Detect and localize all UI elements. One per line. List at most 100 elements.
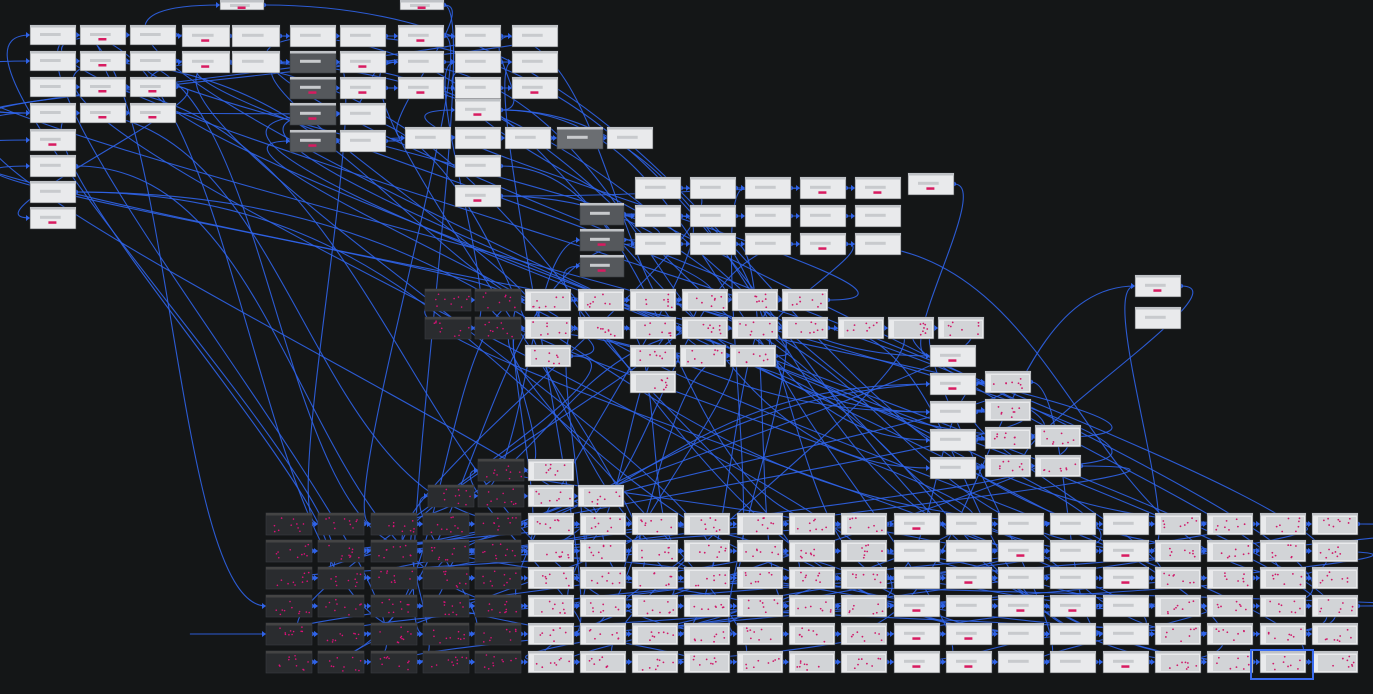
screen-frame[interactable]: [945, 512, 993, 536]
screen-frame[interactable]: [937, 316, 985, 340]
screen-frame[interactable]: [729, 344, 777, 368]
screen-frame[interactable]: [79, 76, 127, 98]
screen-frame[interactable]: [1311, 650, 1359, 674]
screen-frame[interactable]: [731, 316, 779, 340]
screen-frame[interactable]: [511, 76, 559, 100]
screen-frame[interactable]: [477, 458, 525, 482]
screen-frame[interactable]: [788, 622, 836, 646]
screen-frame[interactable]: [1311, 594, 1359, 618]
screen-frame[interactable]: [579, 539, 627, 563]
screen-frame[interactable]: [945, 566, 993, 590]
screen-frame[interactable]: [731, 288, 779, 312]
screen-frame[interactable]: [1206, 594, 1254, 618]
screen-frame[interactable]: [1259, 512, 1307, 536]
screen-frame[interactable]: [29, 24, 77, 46]
screen-frame[interactable]: [893, 594, 941, 618]
screen-frame[interactable]: [1154, 566, 1202, 590]
screen-frame[interactable]: [422, 594, 470, 618]
screen-frame[interactable]: [422, 539, 470, 563]
screen-frame[interactable]: [854, 232, 902, 256]
screen-frame[interactable]: [579, 594, 627, 618]
screen-frame[interactable]: [1259, 594, 1307, 618]
screen-frame[interactable]: [424, 316, 472, 340]
screen-frame[interactable]: [289, 76, 337, 100]
screen-frame[interactable]: [629, 288, 677, 312]
screen-frame[interactable]: [854, 176, 902, 200]
screen-frame[interactable]: [788, 594, 836, 618]
screen-frame[interactable]: [799, 204, 847, 228]
screen-frame[interactable]: [997, 622, 1045, 646]
screen-frame[interactable]: [1049, 539, 1097, 563]
screen-frame[interactable]: [370, 650, 418, 674]
screen-frame[interactable]: [781, 288, 829, 312]
screen-frame[interactable]: [265, 594, 313, 618]
screen-frame[interactable]: [736, 650, 784, 674]
screen-frame[interactable]: [840, 594, 888, 618]
screen-frame[interactable]: [744, 176, 792, 200]
screen-frame[interactable]: [427, 484, 475, 508]
screen-frame[interactable]: [370, 566, 418, 590]
screen-frame[interactable]: [474, 512, 522, 536]
screen-frame[interactable]: [29, 128, 77, 152]
screen-frame[interactable]: [1206, 566, 1254, 590]
screen-frame[interactable]: [744, 204, 792, 228]
screen-frame[interactable]: [504, 126, 552, 150]
screen-frame[interactable]: [317, 539, 365, 563]
screen-frame[interactable]: [788, 512, 836, 536]
screen-frame[interactable]: [577, 288, 625, 312]
screen-frame[interactable]: [1102, 650, 1150, 674]
screen-frame[interactable]: [289, 102, 337, 126]
screen-frame[interactable]: [887, 316, 935, 340]
screen-frame[interactable]: [129, 24, 177, 46]
screen-frame[interactable]: [984, 454, 1032, 478]
screen-frame[interactable]: [997, 650, 1045, 674]
screen-frame[interactable]: [579, 650, 627, 674]
screen-frame[interactable]: [29, 154, 77, 178]
screen-frame[interactable]: [511, 24, 559, 48]
screen-frame[interactable]: [929, 344, 977, 368]
screen-frame[interactable]: [997, 594, 1045, 618]
screen-frame[interactable]: [265, 650, 313, 674]
screen-frame[interactable]: [527, 650, 575, 674]
screen-frame[interactable]: [1102, 566, 1150, 590]
screen-frame[interactable]: [577, 484, 625, 508]
screen-frame[interactable]: [683, 539, 731, 563]
screen-frame[interactable]: [736, 622, 784, 646]
screen-frame[interactable]: [1311, 512, 1359, 536]
screen-frame[interactable]: [1049, 512, 1097, 536]
screen-frame[interactable]: [317, 622, 365, 646]
screen-frame[interactable]: [1259, 622, 1307, 646]
screen-frame[interactable]: [683, 650, 731, 674]
screen-frame[interactable]: [527, 622, 575, 646]
screen-frame[interactable]: [634, 176, 682, 200]
screen-frame[interactable]: [339, 129, 387, 153]
screen-frame[interactable]: [840, 622, 888, 646]
screen-frame[interactable]: [527, 594, 575, 618]
screen-frame[interactable]: [474, 316, 522, 340]
screen-frame[interactable]: [265, 512, 313, 536]
screen-frame[interactable]: [454, 126, 502, 150]
screen-frame[interactable]: [945, 539, 993, 563]
screen-frame[interactable]: [1154, 622, 1202, 646]
screen-frame[interactable]: [579, 512, 627, 536]
screen-frame[interactable]: [907, 172, 955, 196]
screen-frame[interactable]: [29, 102, 77, 124]
screen-frame[interactable]: [629, 316, 677, 340]
screen-frame[interactable]: [945, 650, 993, 674]
screen-frame[interactable]: [1049, 566, 1097, 590]
screen-frame[interactable]: [984, 370, 1032, 394]
screen-frame[interactable]: [1049, 650, 1097, 674]
screen-frame[interactable]: [231, 24, 281, 48]
screen-frame[interactable]: [317, 650, 365, 674]
screen-frame[interactable]: [265, 539, 313, 563]
screen-frame[interactable]: [788, 539, 836, 563]
screen-frame[interactable]: [511, 50, 559, 74]
screen-frame[interactable]: [1102, 512, 1150, 536]
screen-frame[interactable]: [370, 594, 418, 618]
screen-frame[interactable]: [370, 512, 418, 536]
screen-frame[interactable]: [788, 650, 836, 674]
screen-frame[interactable]: [997, 512, 1045, 536]
screen-frame[interactable]: [736, 539, 784, 563]
screen-frame[interactable]: [837, 316, 885, 340]
screen-frame[interactable]: [1134, 274, 1182, 298]
